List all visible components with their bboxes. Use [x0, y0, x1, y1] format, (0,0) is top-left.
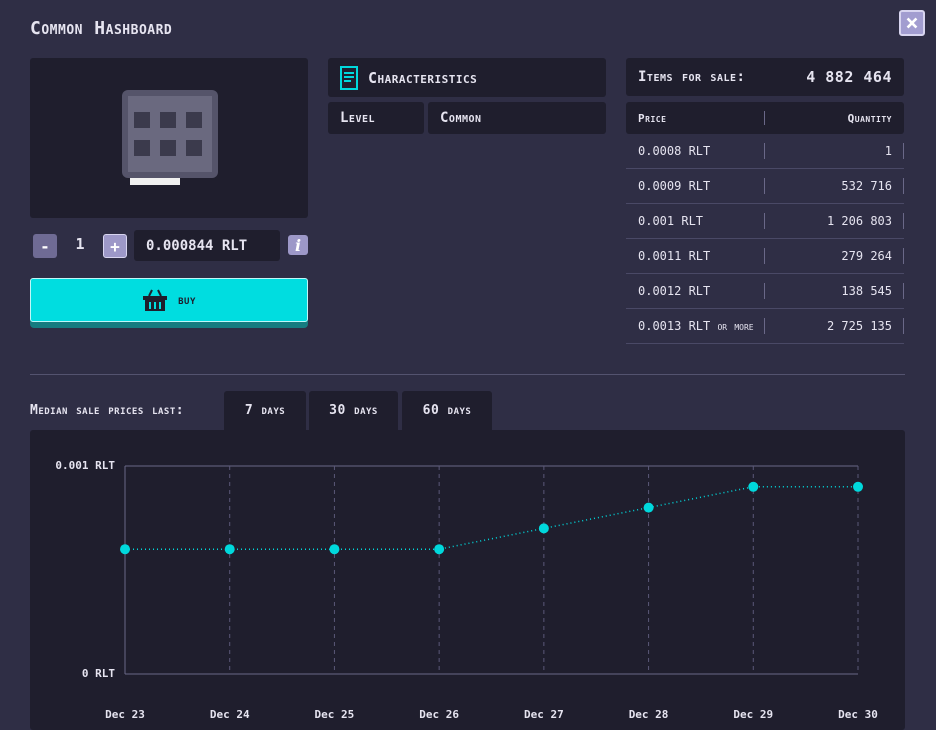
- sale-rows: 0.0008 RLT 1 0.0009 RLT 532 716 0.001 RLT 1 2…: [626, 134, 904, 344]
- x-tick-label: Dec 29: [733, 708, 773, 721]
- minus-button[interactable]: -: [33, 234, 57, 258]
- close-button[interactable]: ×: [899, 10, 925, 36]
- separator: [764, 318, 765, 334]
- buy-button[interactable]: buy: [30, 278, 308, 322]
- char-key: Level: [328, 102, 424, 134]
- separator: [764, 248, 765, 264]
- point: [329, 544, 340, 555]
- info-button[interactable]: i: [288, 235, 308, 255]
- x-tick-label: Dec 23: [105, 708, 145, 721]
- row-quantity: 2 725 135: [826, 319, 892, 333]
- x-tick-label: Dec 24: [210, 708, 250, 721]
- sale-row: 0.0013 RLT or more 2 725 135: [626, 309, 904, 344]
- row-quantity: 279 264: [841, 249, 892, 263]
- point: [120, 544, 130, 555]
- sale-label: Items for sale:: [638, 69, 746, 85]
- separator: [764, 143, 765, 159]
- row-price: 0.0012 RLT: [638, 284, 711, 298]
- chart: 0 RLT 0.001 RLT Dec 23 Dec 24 Dec 25 Dec 26 De…: [55, 459, 878, 721]
- point: [224, 544, 235, 555]
- point: [538, 523, 549, 534]
- sale-columns: Price Quantity: [626, 102, 904, 134]
- row-price: 0.0008 RLT: [638, 144, 711, 158]
- plus-button[interactable]: +: [103, 234, 127, 258]
- separator: [903, 283, 904, 299]
- divider: [30, 374, 905, 375]
- row-price: 0.0013 RLT or more: [638, 319, 754, 333]
- point: [853, 481, 863, 492]
- column-header: Quantity: [847, 111, 892, 125]
- line: [125, 486, 858, 550]
- char-value: Common: [428, 102, 606, 134]
- buy-label: buy: [178, 292, 196, 308]
- x-tick-label: Dec 26: [419, 708, 459, 721]
- separator: [764, 283, 765, 299]
- item-image-box: [30, 58, 308, 218]
- separator: [903, 248, 904, 264]
- connector: [130, 178, 180, 185]
- point: [748, 481, 759, 492]
- sale-row: 0.0009 RLT 532 716: [626, 169, 904, 204]
- x-tick-label: Dec 25: [315, 708, 355, 721]
- x-tick-label: Dec 30: [838, 708, 878, 721]
- basket-icon: [143, 289, 168, 311]
- separator: [764, 178, 765, 194]
- x-tick-label: Dec 28: [629, 708, 669, 721]
- y-tick-label: 0.001 RLT: [55, 459, 115, 472]
- row-price: 0.0011 RLT: [638, 249, 711, 263]
- row-quantity: 1 206 803: [826, 214, 892, 228]
- tab[interactable]: 30 days: [309, 391, 398, 430]
- sale-header: Items for sale: 4 882 464: [626, 58, 904, 96]
- y-tick-label: 0 RLT: [82, 667, 115, 680]
- title: Common Hashboard: [30, 18, 173, 39]
- separator: [903, 143, 904, 159]
- separator: [764, 213, 765, 229]
- history-label: Median sale prices last:: [30, 403, 185, 418]
- row-quantity: 532 716: [841, 179, 892, 193]
- sale-row: 0.0011 RLT 279 264: [626, 239, 904, 274]
- tab[interactable]: 60 days: [402, 391, 492, 430]
- row-price: 0.0009 RLT: [638, 179, 711, 193]
- point: [434, 544, 445, 555]
- characteristics-title: Characteristics: [368, 68, 478, 87]
- price: 0.000844 RLT: [134, 230, 280, 261]
- quantity: 1: [75, 235, 85, 253]
- doc-icon: [340, 65, 358, 90]
- separator: [903, 178, 904, 194]
- separator: [764, 111, 765, 125]
- x-tick-label: Dec 27: [524, 708, 564, 721]
- row-quantity: 1: [884, 144, 892, 158]
- item-image: [122, 90, 218, 185]
- separator: [903, 213, 904, 229]
- sale-row: 0.0012 RLT 138 545: [626, 274, 904, 309]
- row-quantity: 138 545: [841, 284, 892, 298]
- sale-total: 4 882 464: [806, 68, 892, 86]
- point: [643, 502, 654, 513]
- tab[interactable]: 7 days: [224, 391, 306, 430]
- characteristics-header: Characteristics: [328, 58, 606, 97]
- chart-panel: 0 RLT 0.001 RLT Dec 23 Dec 24 Dec 25 Dec 26 De…: [30, 430, 905, 730]
- column-header: Price: [638, 111, 667, 125]
- sale-row: 0.0008 RLT 1: [626, 134, 904, 169]
- separator: [903, 318, 904, 334]
- board-face: [128, 96, 212, 172]
- sale-row: 0.001 RLT 1 206 803: [626, 204, 904, 239]
- chips: [134, 112, 202, 156]
- row-price: 0.001 RLT: [638, 214, 704, 228]
